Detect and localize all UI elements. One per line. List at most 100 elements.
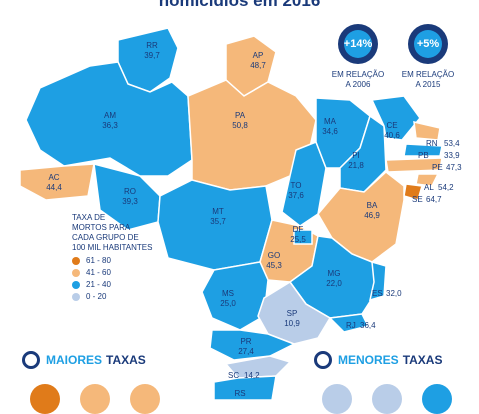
label-am-value: 36,3: [102, 121, 118, 130]
legend-dot-61-80: [72, 256, 80, 265]
legend-dot-21-40: [72, 280, 80, 289]
page-title: homicídios em 2016: [158, 0, 321, 10]
legend-label-21-40: 21 - 40: [86, 280, 111, 289]
label-ro-value: 39,3: [122, 197, 138, 206]
label-sc-abbr: SC: [228, 371, 239, 380]
label-ba-value: 46,9: [364, 211, 380, 220]
label-se-value: 64,7: [426, 195, 442, 204]
state-al: [415, 173, 440, 187]
state-labels: RR 39,7 AP 48,7 AM 36,3 PA 50,8 MA 34,6 …: [46, 41, 462, 398]
label-pi-abbr: PI: [352, 151, 360, 160]
label-ro-abbr: RO: [124, 187, 136, 196]
label-rj-abbr: RJ: [346, 321, 356, 330]
legend-title-line2: MORTOS PARA: [72, 223, 131, 232]
state-pr: [209, 329, 296, 361]
highest-donut-3: [130, 384, 160, 414]
label-es-abbr: ES: [372, 289, 383, 298]
label-df-abbr: DF: [293, 225, 304, 234]
legend-title-line1: TAXA DE: [72, 213, 106, 222]
label-pa-abbr: PA: [235, 111, 246, 120]
state-es: [368, 260, 387, 302]
label-pe-value: 47,3: [446, 163, 462, 172]
label-to-value: 37,6: [288, 191, 304, 200]
label-rn-abbr: RN: [426, 139, 438, 148]
badge-2015-caption-line1: EM RELAÇÃO: [401, 70, 455, 79]
state-rs: [213, 375, 277, 400]
label-ce-value: 40,6: [384, 131, 400, 140]
label-ap-abbr: AP: [253, 51, 264, 60]
badge-2015-caption-line2: A 2015: [415, 80, 441, 89]
state-shapes: [19, 27, 443, 400]
state-ce: [370, 95, 421, 141]
state-df: [293, 229, 313, 245]
label-ac-abbr: AC: [48, 173, 59, 182]
state-ms: [201, 261, 269, 331]
legend-item-41-60: 41 - 60: [72, 268, 192, 277]
label-ac-value: 44,4: [46, 183, 62, 192]
state-sc: [224, 355, 292, 379]
donut-icon: [314, 351, 332, 369]
label-mg-value: 22,0: [326, 279, 342, 288]
badge-2015-caption: EM RELAÇÃO A 2015: [393, 70, 463, 90]
label-rj-value: 36,4: [360, 321, 376, 330]
badge-2015: +5%: [408, 24, 448, 64]
highest-rates-heading: MAIORES TAXAS: [22, 351, 146, 369]
legend-label-0-20: 0 - 20: [86, 292, 107, 301]
legend-item-0-20: 0 - 20: [72, 292, 192, 301]
label-ms-value: 25,0: [220, 299, 236, 308]
label-sp-value: 10,9: [284, 319, 300, 328]
label-mt-value: 35,7: [210, 217, 226, 226]
label-se-abbr: SE: [412, 195, 423, 204]
brazil-map: RR 39,7 AP 48,7 AM 36,3 PA 50,8 MA 34,6 …: [19, 27, 462, 400]
legend-title-line3: CADA GRUPO DE: [72, 233, 139, 242]
label-sp-abbr: SP: [287, 309, 298, 318]
label-rs-abbr: RS: [234, 389, 245, 398]
label-rr-value: 39,7: [144, 51, 160, 60]
label-al-abbr: AL: [424, 183, 434, 192]
label-ma-value: 34,6: [322, 127, 338, 136]
state-pb: [403, 143, 443, 157]
legend-title-line4: 100 MIL HABITANTES: [72, 243, 153, 252]
lowest-label-1: MENORES: [338, 353, 399, 367]
lowest-donut-2: [372, 384, 402, 414]
lowest-donut-1: [322, 384, 352, 414]
label-pi-value: 21,8: [348, 161, 364, 170]
badge-2006-value: +14%: [344, 30, 372, 58]
label-pb-value: 33,9: [444, 151, 460, 160]
legend-item-61-80: 61 - 80: [72, 256, 192, 265]
legend-label-41-60: 41 - 60: [86, 268, 111, 277]
label-pr-abbr: PR: [240, 337, 251, 346]
label-am-abbr: AM: [104, 111, 116, 120]
label-sc-value: 14,2: [244, 371, 260, 380]
label-mt-abbr: MT: [212, 207, 224, 216]
label-es-value: 32,0: [386, 289, 402, 298]
label-ce-abbr: CE: [386, 121, 397, 130]
highest-label-2: TAXAS: [106, 353, 146, 367]
label-ms-abbr: MS: [222, 289, 234, 298]
state-ac: [19, 163, 95, 201]
legend-label-61-80: 61 - 80: [86, 256, 111, 265]
label-ba-abbr: BA: [367, 201, 378, 210]
label-pb-abbr: PB: [418, 151, 429, 160]
legend-item-21-40: 21 - 40: [72, 280, 192, 289]
label-df-value: 25,5: [290, 235, 306, 244]
label-go-value: 45,3: [266, 261, 282, 270]
label-ap-value: 48,7: [250, 61, 266, 70]
label-rn-value: 53,4: [444, 139, 460, 148]
badge-2006-caption: EM RELAÇÃO A 2006: [323, 70, 393, 90]
label-pa-value: 50,8: [232, 121, 248, 130]
lowest-label-2: TAXAS: [402, 353, 443, 367]
label-pr-value: 27,4: [238, 347, 254, 356]
label-mg-abbr: MG: [328, 269, 341, 278]
label-to-abbr: TO: [291, 181, 302, 190]
badge-2015-value: +5%: [414, 30, 442, 58]
label-pe-abbr: PE: [432, 163, 443, 172]
badge-2006: +14%: [338, 24, 378, 64]
lowest-rates-heading: MENORES TAXAS: [314, 351, 442, 369]
label-ma-abbr: MA: [324, 117, 337, 126]
lowest-donut-3: [422, 384, 452, 414]
legend: TAXA DE MORTOS PARA CADA GRUPO DE 100 MI…: [72, 213, 192, 301]
donut-icon: [22, 351, 40, 369]
state-rn: [413, 121, 441, 141]
state-pe: [385, 157, 443, 173]
